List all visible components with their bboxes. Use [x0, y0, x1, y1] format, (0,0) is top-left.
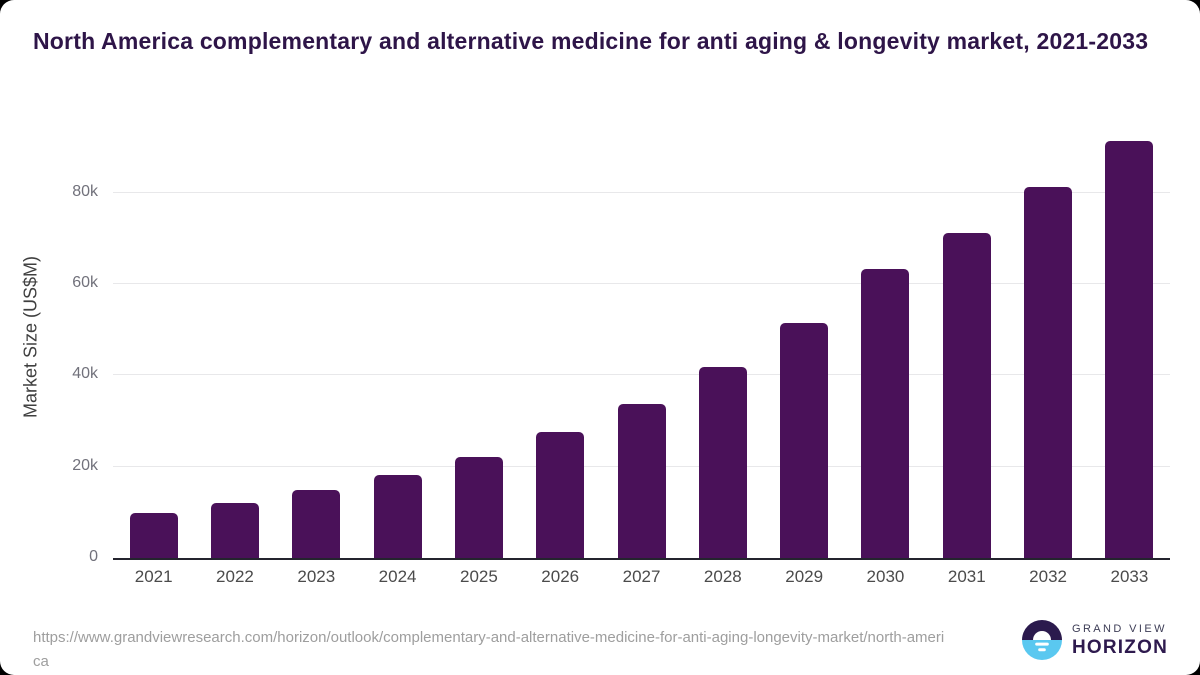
bar-2022[interactable]	[210, 503, 259, 558]
x-tick-2023: 2023	[297, 567, 336, 586]
y-tick-20k: 20k	[72, 456, 98, 474]
y-tick-60k: 60k	[72, 274, 98, 292]
bar-2023[interactable]	[292, 490, 341, 558]
bar-slot-2026	[520, 130, 601, 558]
bar-slot-2032	[1007, 130, 1088, 558]
x-tick-2025: 2025	[459, 567, 498, 586]
x-axis-labels: 2021 2022 2023 2024 2025 2026 2027 2028 2029 2030…	[113, 567, 1170, 587]
bar-slot-2029	[764, 130, 845, 558]
bar-2025[interactable]	[454, 457, 503, 558]
x-tick-2024: 2024	[378, 567, 417, 586]
x-tick-2028: 2028	[703, 567, 742, 586]
x-tick-2032: 2032	[1029, 567, 1067, 586]
x-tick-2026: 2026	[541, 567, 580, 586]
x-tick-2033: 2033	[1110, 567, 1149, 586]
bar-slot-2024	[357, 130, 438, 558]
x-tick-2022: 2022	[216, 567, 254, 586]
bar-slot-2027	[601, 130, 682, 558]
bar-2030[interactable]	[861, 269, 910, 558]
bar-2021[interactable]	[129, 512, 178, 558]
bar-slot-2021	[113, 130, 194, 558]
y-tick-0: 0	[89, 548, 98, 565]
bar-slot-2025	[438, 130, 519, 558]
bars-layer	[113, 130, 1170, 558]
y-tick-80k: 80k	[72, 182, 98, 200]
source-url: https://www.grandviewresearch.com/horizo…	[33, 629, 945, 670]
gridline-40k	[113, 374, 1170, 376]
gridline-80k	[113, 191, 1170, 193]
bar-2031[interactable]	[942, 232, 991, 558]
bar-2028[interactable]	[698, 366, 747, 558]
plot-area: 0 20k 40k 60k 80k	[72, 130, 1170, 565]
bar-2024[interactable]	[373, 475, 422, 558]
bar-slot-2030	[845, 130, 926, 558]
x-tick-2021: 2021	[134, 567, 173, 586]
bar-slot-2028	[682, 130, 763, 558]
x-tick-2027: 2027	[622, 567, 661, 586]
brand-logo[interactable]: GRAND VIEW HORIZON	[1021, 620, 1168, 660]
bar-slot-2023	[276, 130, 357, 558]
bar-slot-2031	[926, 130, 1007, 558]
y-axis-title: Market Size (US$M)	[20, 255, 41, 419]
bar-2029[interactable]	[780, 322, 829, 558]
x-tick-2030: 2030	[866, 567, 905, 586]
x-tick-2029: 2029	[785, 567, 824, 586]
bar-2032[interactable]	[1024, 186, 1073, 558]
gridline-60k	[113, 283, 1170, 285]
bar-2026[interactable]	[536, 432, 585, 558]
y-tick-40k: 40k	[72, 365, 98, 383]
bar-2027[interactable]	[617, 403, 666, 558]
bar-slot-2022	[194, 130, 275, 558]
chart-title: North America complementary and alternat…	[33, 28, 1149, 54]
x-tick-2031: 2031	[947, 567, 986, 586]
logo-grand-view-label: GRAND VIEW	[1071, 622, 1167, 635]
bar-slot-2033	[1089, 130, 1170, 558]
logo-horizon-label: HORIZON	[1071, 636, 1168, 658]
horizon-sun-icon	[1021, 620, 1062, 660]
logo-text: GRAND VIEW HORIZON	[1072, 623, 1168, 658]
bar-2033[interactable]	[1105, 140, 1154, 558]
